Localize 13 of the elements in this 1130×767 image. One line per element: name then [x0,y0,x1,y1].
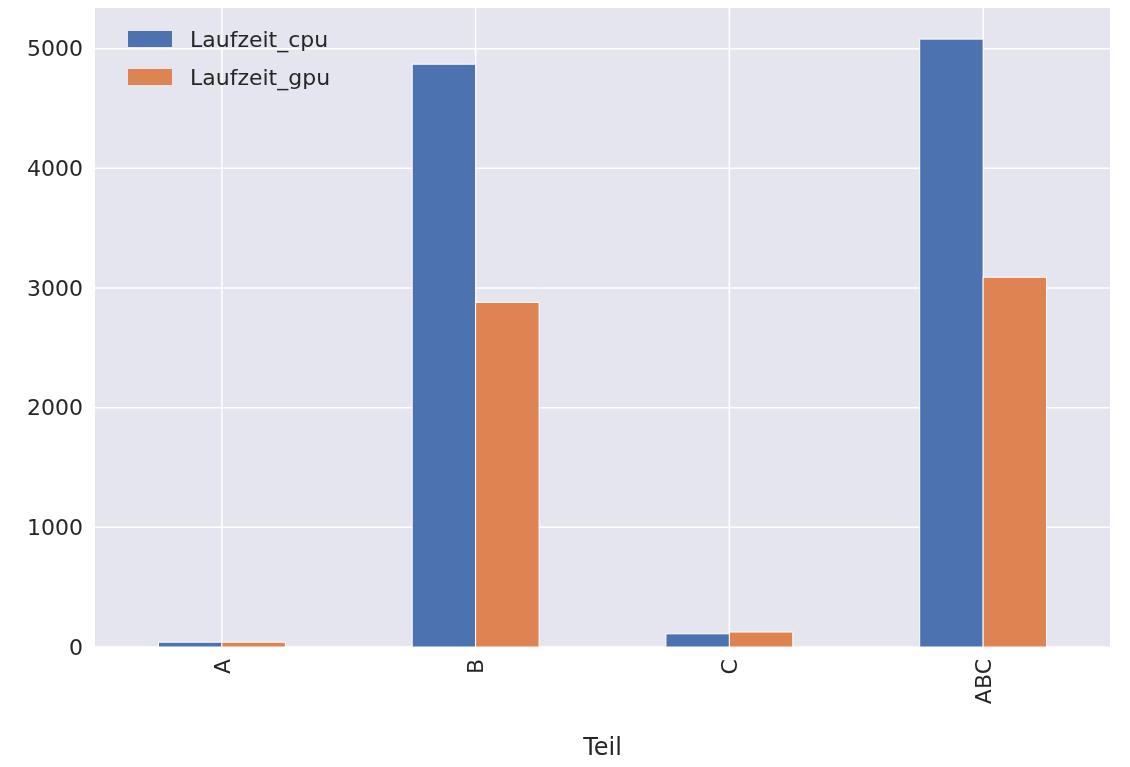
y-tick-label: 4000 [27,156,83,182]
x-axis-title: Teil [582,733,622,761]
x-tick-label: C [717,659,743,675]
y-tick-label: 1000 [27,515,83,541]
x-tick-label: ABC [970,659,996,705]
x-tick-label: B [463,659,489,675]
y-tick-label: 5000 [27,36,83,62]
legend-label: Laufzeit_cpu [190,26,329,53]
y-tick-label: 2000 [27,395,83,421]
legend-label: Laufzeit_gpu [190,64,331,91]
y-tick-label: 3000 [27,275,83,301]
y-tick-label: 0 [69,634,83,660]
x-tick-label: A [209,659,235,675]
